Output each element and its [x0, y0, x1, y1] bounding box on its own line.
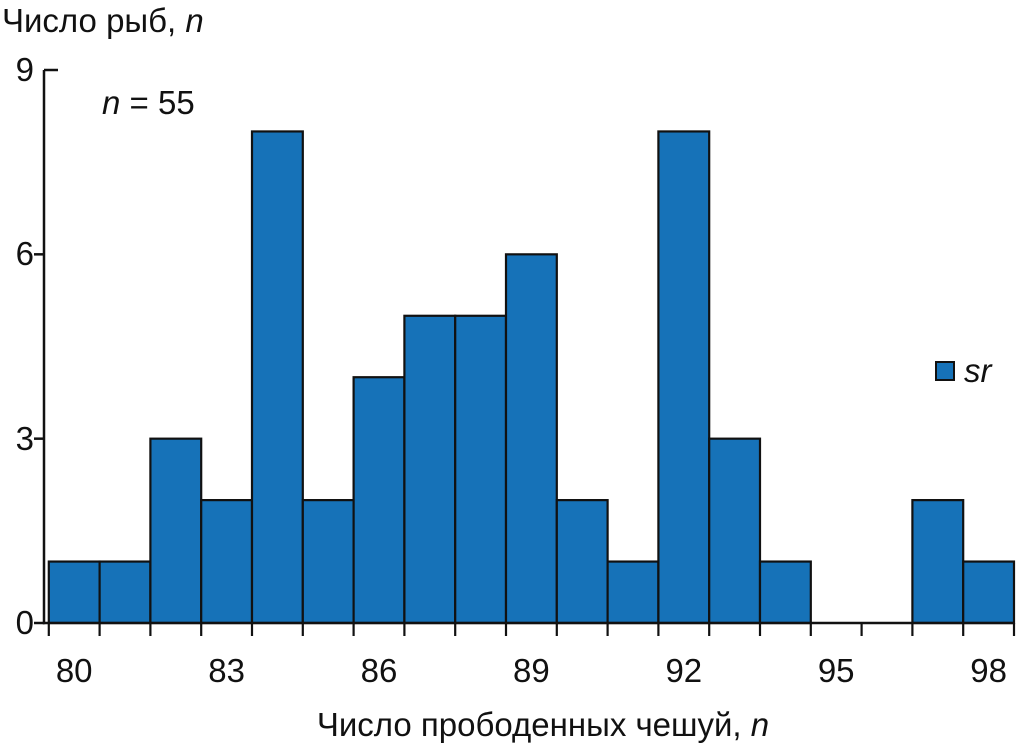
legend-swatch-icon [935, 361, 955, 381]
y-tick-label-0: 0 [15, 604, 34, 641]
bar-93 [708, 437, 762, 625]
sample-size-annotation: n = 55 [102, 84, 195, 122]
legend-label: sr [964, 352, 992, 389]
x-tick-label-83: 83 [208, 652, 245, 689]
y-axis-title-text: Число рыб, [2, 2, 186, 39]
bar-85 [301, 499, 355, 625]
x-axis-title-italic-n: n [750, 706, 770, 743]
x-tick-label-89: 89 [513, 652, 550, 689]
y-axis-title-italic-n: n [185, 2, 204, 39]
x-tick-label-92: 92 [665, 652, 703, 689]
bar-97 [911, 499, 965, 625]
bar-81 [98, 560, 152, 625]
bar-90 [555, 499, 609, 625]
x-axis-title: Число прободенных чешуй, n [58, 706, 1016, 744]
bar-83 [200, 499, 254, 625]
bar-86 [352, 376, 406, 625]
annotation-italic-n: n [102, 84, 121, 121]
bar-82 [149, 437, 203, 625]
bar-91 [606, 560, 660, 625]
bar-98 [962, 560, 1016, 625]
y-tick-label-6: 6 [15, 235, 34, 273]
bar-80 [47, 560, 101, 625]
x-tick-label-98: 98 [970, 652, 1007, 689]
x-tick-label-86: 86 [360, 652, 398, 689]
y-axis-title: Число рыб, n [2, 2, 204, 40]
bar-88 [454, 314, 508, 625]
y-tick-label-9: 9 [15, 51, 34, 88]
legend: sr [935, 352, 992, 390]
bar-92 [657, 130, 711, 625]
x-tick-label-80: 80 [55, 652, 93, 689]
bar-94 [758, 560, 812, 625]
bar-87 [403, 314, 457, 625]
annotation-text: = 55 [120, 84, 195, 121]
bar-84 [250, 130, 304, 625]
bar-89 [504, 253, 558, 625]
y-tick-label-3: 3 [15, 419, 34, 457]
x-tick-label-95: 95 [817, 652, 855, 689]
x-axis-title-text: Число прободенных чешуй, [316, 706, 751, 743]
